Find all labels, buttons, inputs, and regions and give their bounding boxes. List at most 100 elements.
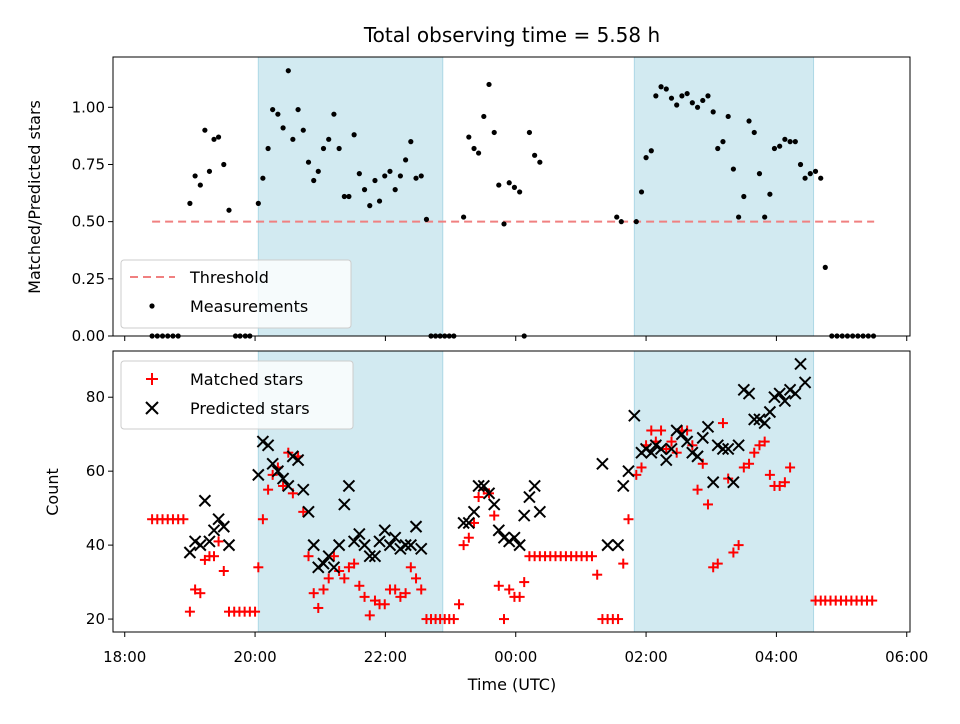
x-tick-label: 20:00 xyxy=(233,648,276,666)
measurement-point xyxy=(372,177,378,184)
predicted-point-b xyxy=(188,535,202,548)
predicted-point xyxy=(686,446,699,459)
predicted-point-b xyxy=(758,416,771,430)
measurement-point xyxy=(326,136,332,142)
predicted-point-b xyxy=(358,538,371,552)
legend-matched-label: Matched stars xyxy=(190,370,303,389)
matched-point xyxy=(343,562,354,573)
predicted-point-b xyxy=(649,439,663,452)
legend-predicted-swatch xyxy=(145,401,159,415)
legend-predicted-label: Predicted stars xyxy=(190,399,310,418)
measurement-point xyxy=(255,200,261,206)
measurement-point xyxy=(777,143,783,149)
predicted-point xyxy=(753,413,766,426)
top-plot-frame xyxy=(112,56,911,337)
matched-point xyxy=(493,580,504,591)
measurement-point xyxy=(275,111,281,117)
predicted-point-b xyxy=(533,505,547,519)
matched-point xyxy=(323,573,334,584)
predicted-point xyxy=(271,464,285,478)
predicted-point xyxy=(332,538,346,552)
predicted-point-b xyxy=(462,516,476,530)
measurement-point xyxy=(705,93,711,99)
matched-point xyxy=(733,540,744,551)
predicted-point xyxy=(291,453,305,467)
predicted-point xyxy=(276,472,290,485)
predicted-point-b xyxy=(680,435,694,448)
y-tick-label: 20 xyxy=(86,610,105,628)
predicted-point-b xyxy=(596,457,609,470)
predicted-point xyxy=(203,535,216,548)
matched-point xyxy=(774,480,785,491)
predicted-point-b xyxy=(217,520,230,533)
measurement-point xyxy=(648,148,654,154)
measurement-point xyxy=(285,68,291,74)
predicted-point xyxy=(307,538,320,552)
predicted-point-b xyxy=(394,542,407,556)
predicted-point-b xyxy=(404,538,418,552)
matched-point xyxy=(779,477,790,488)
predicted-point-b xyxy=(508,531,521,544)
predicted-point-b xyxy=(798,376,812,389)
predicted-point xyxy=(399,538,412,552)
predicted-point-b xyxy=(611,538,625,552)
predicted-point-b xyxy=(415,542,428,556)
predicted-point xyxy=(758,416,771,430)
measurement-point xyxy=(346,193,352,200)
predicted-point-b xyxy=(794,357,807,371)
measurement-point xyxy=(280,125,286,131)
measurement-point xyxy=(689,100,695,106)
predicted-point xyxy=(617,479,630,493)
predicted-point xyxy=(198,494,212,507)
predicted-point xyxy=(394,542,407,556)
predicted-point xyxy=(327,561,341,574)
matched-point xyxy=(303,551,314,562)
predicted-point xyxy=(742,387,756,400)
measurement-point xyxy=(270,106,276,113)
measurement-point xyxy=(710,109,716,115)
measurement-point xyxy=(694,104,701,110)
predicted-point-b xyxy=(742,387,756,400)
x-axis-label: Time (UTC) xyxy=(467,675,556,694)
predicted-point xyxy=(622,464,635,478)
predicted-point-b xyxy=(383,538,397,552)
predicted-point-b xyxy=(327,561,341,574)
predicted-point-b xyxy=(686,446,699,459)
predicted-point-b xyxy=(492,524,505,537)
matched-point xyxy=(504,584,515,595)
measurement-point xyxy=(300,127,306,133)
predicted-point-b xyxy=(691,450,704,463)
measurement-point xyxy=(517,189,523,195)
measurement-point xyxy=(192,173,198,179)
matched-point xyxy=(867,595,878,606)
measurement-point xyxy=(506,180,512,186)
matched-point xyxy=(405,562,416,573)
matched-point xyxy=(666,436,677,447)
matched-point xyxy=(448,614,459,625)
measurement-point xyxy=(537,159,543,165)
measurement-point xyxy=(403,157,409,163)
predicted-point xyxy=(482,487,496,500)
matched-point xyxy=(267,469,278,480)
measurement-point xyxy=(221,161,227,168)
predicted-point-b xyxy=(660,453,673,467)
x-tick-label: 04:00 xyxy=(755,648,798,666)
measurement-point xyxy=(797,161,804,168)
predicted-point-b xyxy=(675,427,689,441)
predicted-point xyxy=(748,413,761,426)
matched-point xyxy=(349,558,360,569)
matched-point xyxy=(646,425,657,436)
bottom-plot-frame xyxy=(112,350,911,633)
predicted-point xyxy=(794,357,807,371)
matched-point xyxy=(592,569,603,580)
predicted-point xyxy=(649,439,663,452)
predicted-point-b xyxy=(711,439,724,452)
predicted-point xyxy=(601,538,614,552)
measurement-point xyxy=(423,216,430,222)
measurement-point xyxy=(751,129,757,136)
matched-point xyxy=(723,473,734,484)
predicted-point xyxy=(711,439,724,452)
predicted-point-b xyxy=(670,424,683,437)
x-tick-label: 22:00 xyxy=(364,648,407,666)
